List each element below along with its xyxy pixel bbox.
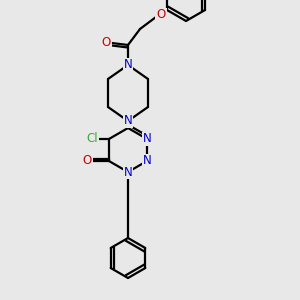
Text: O: O (82, 154, 92, 167)
Text: N: N (124, 115, 132, 128)
Text: N: N (124, 166, 132, 178)
Text: Cl: Cl (86, 133, 98, 146)
Text: O: O (101, 35, 111, 49)
Text: N: N (124, 58, 132, 71)
Text: N: N (143, 154, 152, 167)
Text: N: N (143, 133, 152, 146)
Text: O: O (156, 8, 166, 22)
